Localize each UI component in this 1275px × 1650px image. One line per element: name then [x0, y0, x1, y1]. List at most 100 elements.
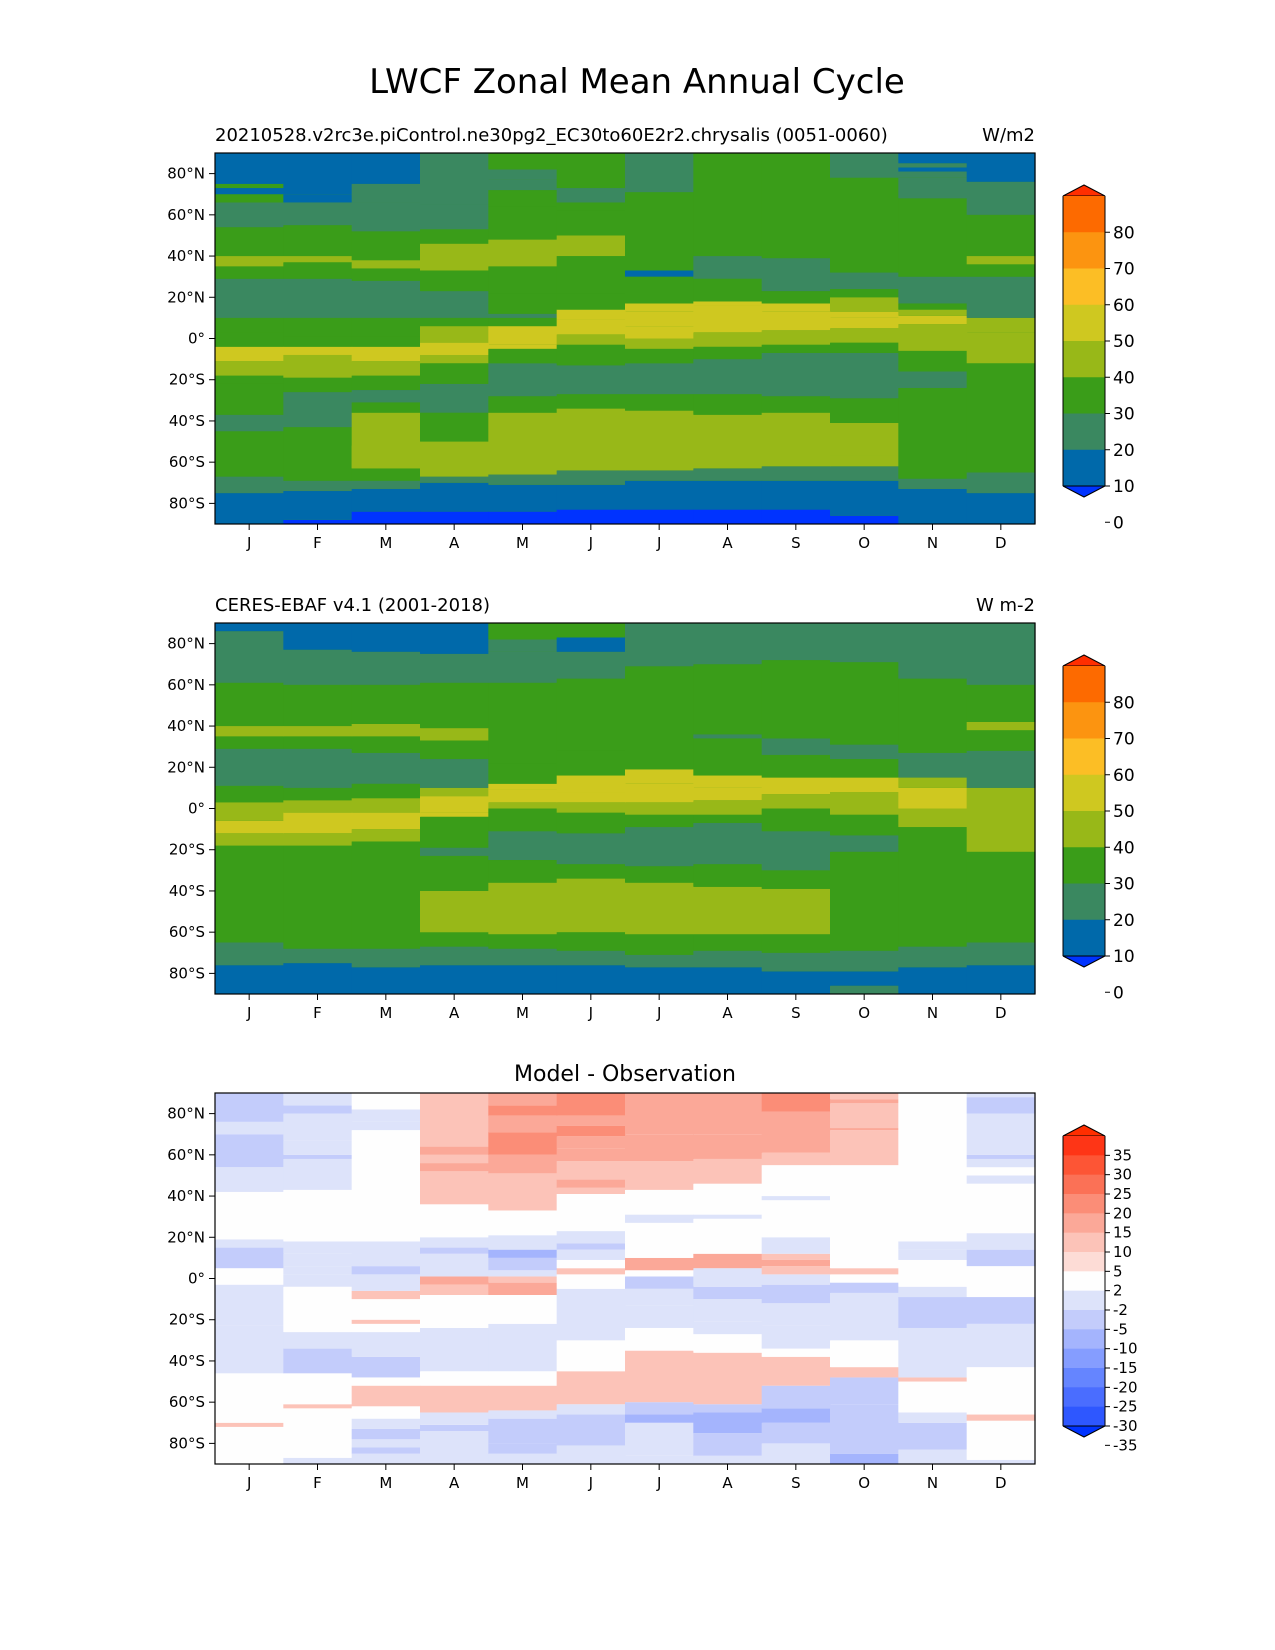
- heatmap-cell: [215, 820, 284, 834]
- heatmap-cell: [283, 153, 353, 195]
- heatmap-cell: [420, 326, 489, 343]
- heatmap-cell: [693, 950, 763, 968]
- heatmap-cell: [898, 946, 968, 968]
- heatmap-cell: [693, 738, 763, 776]
- heatmap-cell: [420, 204, 489, 230]
- heatmap-cell: [625, 1214, 694, 1223]
- x-tick-label: J: [246, 1474, 251, 1492]
- heatmap-cell: [488, 1443, 558, 1454]
- heatmap-cells: [215, 153, 1036, 524]
- heatmap-cell: [420, 682, 489, 729]
- heatmap-cell: [966, 750, 1036, 788]
- heatmap-cell: [556, 509, 626, 524]
- heatmap-cell: [556, 309, 626, 320]
- colorbar-tick-label: 60: [1113, 766, 1135, 786]
- heatmap-cell: [215, 1284, 284, 1326]
- x-tick-label: J: [588, 1474, 593, 1492]
- heatmap-cell: [420, 623, 489, 654]
- heatmap-cell: [898, 1093, 968, 1242]
- heatmap-cell: [556, 202, 626, 211]
- colorbar-extend-min: [1062, 1425, 1106, 1438]
- heatmap-cell: [420, 1204, 489, 1238]
- heatmap-cell: [420, 270, 489, 292]
- colorbar-tick-label: -15: [1113, 1359, 1138, 1377]
- heatmap-cell: [693, 359, 763, 395]
- heatmap-cell: [215, 194, 284, 203]
- y-tick-label: 60°N: [167, 206, 205, 224]
- heatmap-cell: [830, 398, 899, 423]
- heatmap-cell: [693, 394, 763, 415]
- heatmap-cell: [488, 317, 558, 327]
- heatmap-cell: [693, 1321, 763, 1335]
- heatmap-cell: [283, 1241, 353, 1254]
- heatmap-cell: [351, 829, 421, 842]
- heatmap-cell: [625, 827, 694, 867]
- heatmap-cell: [488, 363, 558, 397]
- heatmap-cell: [215, 1268, 284, 1285]
- heatmap-cell: [488, 348, 558, 364]
- heatmap-cell: [556, 932, 626, 951]
- heatmap-cell: [556, 678, 626, 751]
- heatmap-cell: [830, 835, 899, 852]
- x-tick-label: F: [313, 1004, 322, 1022]
- y-tick-label: 40°N: [167, 247, 205, 265]
- heatmap-cell: [898, 371, 968, 388]
- heatmap-cell: [830, 342, 899, 353]
- heatmap-cell: [488, 831, 558, 861]
- y-tick-label: 40°S: [169, 412, 205, 430]
- heatmap-cell: [966, 942, 1036, 966]
- heatmap-cell: [420, 787, 489, 797]
- heatmap-cell: [693, 1134, 763, 1159]
- heatmap-cell: [215, 361, 284, 376]
- x-tick-label: M: [516, 1474, 529, 1492]
- heatmap-cell: [966, 1266, 1036, 1298]
- heatmap-cell: [351, 1266, 421, 1275]
- heatmap-cell: [830, 311, 899, 318]
- heatmap-cell: [351, 1323, 421, 1333]
- heatmap-cell: [215, 1422, 284, 1427]
- heatmap-cell: [351, 723, 421, 737]
- colorbar-bin: [1063, 1310, 1105, 1330]
- heatmap-cell: [966, 1297, 1036, 1324]
- heatmap-cell: [966, 721, 1036, 731]
- heatmap-cell: [693, 1214, 763, 1219]
- heatmap-cell: [625, 1257, 694, 1271]
- y-tick-label: 60°S: [169, 923, 205, 941]
- heatmap-cell: [351, 1130, 421, 1242]
- heatmap-cell: [556, 484, 626, 510]
- heatmap-cell: [556, 235, 626, 257]
- heatmap-cell: [693, 153, 763, 257]
- heatmap-cell: [420, 1247, 489, 1254]
- heatmap-cell: [420, 946, 489, 966]
- colorbar-frame: [1062, 1136, 1106, 1426]
- heatmap-cell: [215, 726, 284, 737]
- colorbar-tick-label: -2: [1113, 1301, 1128, 1319]
- x-tick-label: S: [791, 1474, 801, 1492]
- panel-title-center: Model - Observation: [514, 1062, 736, 1087]
- heatmap-cell: [351, 1093, 421, 1110]
- heatmap-cell: [420, 1093, 489, 1147]
- colorbar-tick-label: 5: [1113, 1262, 1123, 1280]
- heatmap-cell: [215, 332, 284, 347]
- heatmap-cell: [556, 1093, 626, 1116]
- heatmap-cell: [625, 814, 694, 828]
- colorbar-bin: [1063, 1155, 1105, 1176]
- heatmap-cell: [283, 726, 353, 737]
- heatmap-cell: [898, 309, 968, 316]
- heatmap-cell: [420, 890, 489, 933]
- heatmap-cell: [625, 410, 694, 471]
- heatmap-cell: [351, 623, 421, 652]
- heatmap-cell: [215, 256, 284, 267]
- heatmap-cell: [966, 264, 1036, 277]
- heatmap-cell: [625, 1093, 694, 1135]
- heatmap-cell: [556, 950, 626, 966]
- heatmap-cell: [351, 480, 421, 489]
- heatmap-cell: [420, 847, 489, 856]
- heatmap-cell: [283, 427, 353, 481]
- heatmap-cell: [966, 1183, 1036, 1234]
- heatmap-cell: [556, 1274, 626, 1289]
- heatmap-cell: [761, 1152, 831, 1166]
- colorbar-bin: [1063, 1271, 1105, 1292]
- heatmap-cell: [488, 1093, 558, 1106]
- heatmap-cell: [898, 967, 968, 994]
